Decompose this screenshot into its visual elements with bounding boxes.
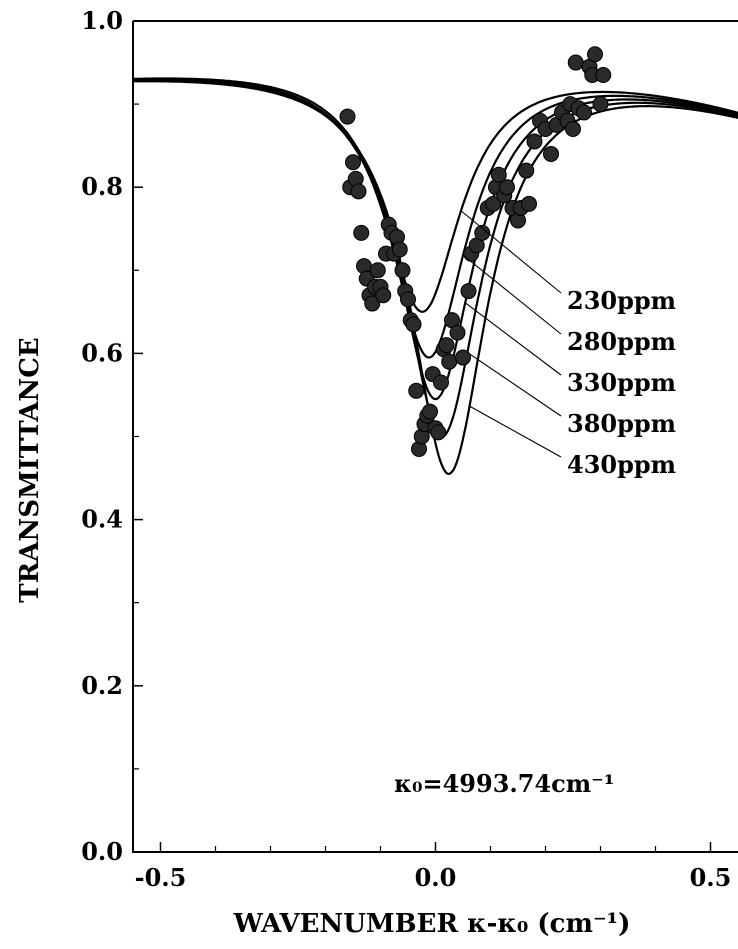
observation-point bbox=[595, 67, 612, 84]
series-label-430ppm: 430ppm bbox=[567, 450, 676, 479]
observation-point bbox=[587, 46, 603, 63]
series-label-280ppm: 280ppm bbox=[567, 327, 676, 356]
series-label-380ppm: 380ppm bbox=[567, 409, 676, 438]
kappa0-annotation: κ₀=4993.74cm⁻¹ bbox=[394, 769, 614, 798]
x-tick-label: 0.0 bbox=[415, 863, 457, 892]
observation-point bbox=[400, 291, 416, 308]
observation-points bbox=[339, 46, 612, 457]
leader-line bbox=[468, 405, 562, 458]
x-tick-label: -0.5 bbox=[135, 863, 187, 892]
series-label-230ppm: 230ppm bbox=[567, 286, 676, 315]
observation-point bbox=[405, 316, 422, 333]
observation-point bbox=[543, 145, 559, 162]
leader-line bbox=[459, 209, 562, 294]
y-tick-label: 1.0 bbox=[81, 6, 123, 35]
axis-ticks: 0.0 0.2 0.4 0.6 0.8 1.0 -0.5 0.0 0.5 bbox=[81, 6, 731, 892]
observation-point bbox=[499, 179, 515, 196]
observation-point bbox=[576, 104, 592, 121]
y-tick-label: 0.8 bbox=[81, 172, 123, 201]
observation-point bbox=[438, 337, 455, 354]
leader-line bbox=[462, 254, 562, 335]
observation-point bbox=[592, 96, 609, 113]
observation-point bbox=[526, 133, 543, 150]
x-axis-title: WAVENUMBER κ-κ₀ (cm⁻¹) bbox=[233, 909, 631, 939]
observation-point bbox=[460, 283, 477, 300]
series-leader-lines: 230ppm 280ppm 330ppm 380ppm 430ppm bbox=[459, 209, 676, 479]
observation-point bbox=[474, 224, 491, 241]
observation-point bbox=[455, 349, 471, 366]
observation-point bbox=[518, 162, 535, 179]
observation-point bbox=[565, 121, 581, 138]
observation-point bbox=[441, 353, 458, 370]
observation-point bbox=[449, 324, 466, 341]
observation-point bbox=[521, 195, 537, 212]
observation-point bbox=[350, 183, 367, 200]
observation-point bbox=[433, 374, 449, 391]
observation-point bbox=[490, 166, 507, 183]
y-tick-label: 0.4 bbox=[81, 505, 123, 534]
model-curve-280ppm bbox=[133, 78, 738, 359]
y-tick-label: 0.2 bbox=[81, 671, 123, 700]
x-tick-label: 0.5 bbox=[690, 863, 732, 892]
observation-point bbox=[364, 295, 381, 312]
observation-point bbox=[485, 195, 502, 212]
observation-point bbox=[422, 403, 438, 420]
observation-point bbox=[339, 108, 356, 125]
observation-point bbox=[353, 224, 370, 241]
observation-point bbox=[394, 262, 411, 279]
y-tick-label: 0.0 bbox=[81, 837, 123, 866]
leader-line bbox=[464, 301, 562, 376]
model-curve-430ppm bbox=[133, 80, 738, 476]
observation-point bbox=[430, 424, 447, 441]
y-tick-label: 0.6 bbox=[81, 338, 123, 367]
observation-point bbox=[375, 287, 392, 304]
observation-point bbox=[408, 382, 425, 399]
y-axis-title: TRANSMITTANCE bbox=[15, 337, 45, 602]
leader-line bbox=[466, 351, 562, 417]
observation-point bbox=[345, 154, 361, 171]
observation-point bbox=[369, 262, 386, 279]
observation-point bbox=[567, 54, 584, 71]
series-label-330ppm: 330ppm bbox=[567, 368, 676, 397]
observation-point bbox=[391, 241, 408, 258]
model-curve-230ppm bbox=[132, 77, 738, 313]
